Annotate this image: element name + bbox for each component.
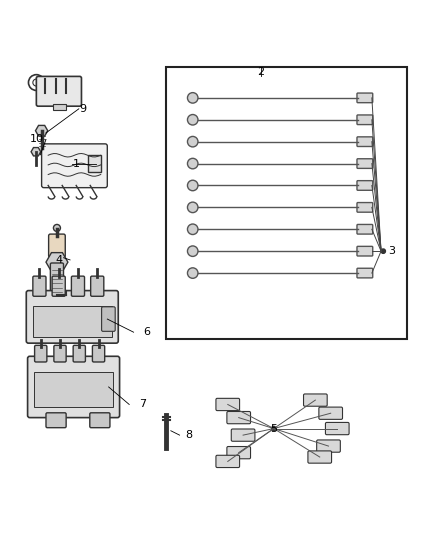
Text: 4: 4: [56, 255, 63, 265]
Text: 2: 2: [257, 67, 264, 77]
FancyBboxPatch shape: [357, 137, 373, 147]
Bar: [33, 306, 112, 336]
Bar: [53, 104, 66, 110]
FancyBboxPatch shape: [227, 411, 251, 424]
FancyBboxPatch shape: [319, 407, 343, 419]
Text: 7: 7: [139, 399, 146, 409]
FancyBboxPatch shape: [92, 345, 105, 362]
Text: 10: 10: [30, 134, 44, 144]
Text: 8: 8: [185, 430, 192, 440]
FancyBboxPatch shape: [317, 440, 340, 452]
Circle shape: [187, 202, 198, 213]
Bar: [166, 67, 407, 339]
FancyBboxPatch shape: [90, 413, 110, 427]
FancyBboxPatch shape: [52, 276, 65, 296]
FancyBboxPatch shape: [26, 290, 118, 343]
Polygon shape: [46, 253, 68, 272]
FancyBboxPatch shape: [91, 276, 104, 296]
FancyBboxPatch shape: [46, 413, 66, 427]
Circle shape: [187, 180, 198, 191]
FancyBboxPatch shape: [216, 455, 240, 467]
Circle shape: [381, 249, 385, 253]
FancyBboxPatch shape: [357, 181, 373, 190]
FancyBboxPatch shape: [36, 76, 81, 106]
FancyBboxPatch shape: [216, 398, 240, 410]
Circle shape: [187, 158, 198, 169]
Text: 3: 3: [389, 246, 396, 256]
FancyBboxPatch shape: [357, 159, 373, 168]
Circle shape: [187, 246, 198, 256]
Text: 1: 1: [73, 159, 80, 168]
FancyBboxPatch shape: [227, 447, 251, 459]
Text: 9: 9: [80, 104, 87, 114]
FancyBboxPatch shape: [71, 276, 85, 296]
Circle shape: [187, 115, 198, 125]
FancyBboxPatch shape: [35, 345, 47, 362]
FancyBboxPatch shape: [357, 93, 373, 103]
FancyBboxPatch shape: [28, 356, 120, 418]
FancyBboxPatch shape: [357, 224, 373, 234]
FancyBboxPatch shape: [357, 246, 373, 256]
FancyBboxPatch shape: [73, 345, 85, 362]
FancyBboxPatch shape: [357, 203, 373, 212]
Text: 6: 6: [143, 327, 150, 337]
FancyBboxPatch shape: [325, 423, 349, 435]
FancyBboxPatch shape: [49, 234, 65, 257]
FancyBboxPatch shape: [54, 345, 66, 362]
FancyBboxPatch shape: [33, 276, 46, 296]
FancyBboxPatch shape: [42, 144, 107, 188]
FancyBboxPatch shape: [357, 115, 373, 125]
Polygon shape: [31, 148, 41, 156]
Bar: [88, 155, 101, 172]
FancyBboxPatch shape: [231, 429, 255, 441]
FancyBboxPatch shape: [308, 451, 332, 463]
Circle shape: [272, 426, 276, 431]
Circle shape: [53, 224, 60, 231]
Circle shape: [187, 268, 198, 278]
FancyBboxPatch shape: [102, 307, 115, 332]
Bar: [34, 372, 113, 407]
FancyBboxPatch shape: [50, 263, 64, 296]
Circle shape: [187, 93, 198, 103]
FancyBboxPatch shape: [304, 394, 327, 406]
Circle shape: [187, 224, 198, 235]
Circle shape: [187, 136, 198, 147]
Polygon shape: [35, 125, 48, 136]
Text: 5: 5: [270, 424, 277, 433]
FancyBboxPatch shape: [357, 268, 373, 278]
